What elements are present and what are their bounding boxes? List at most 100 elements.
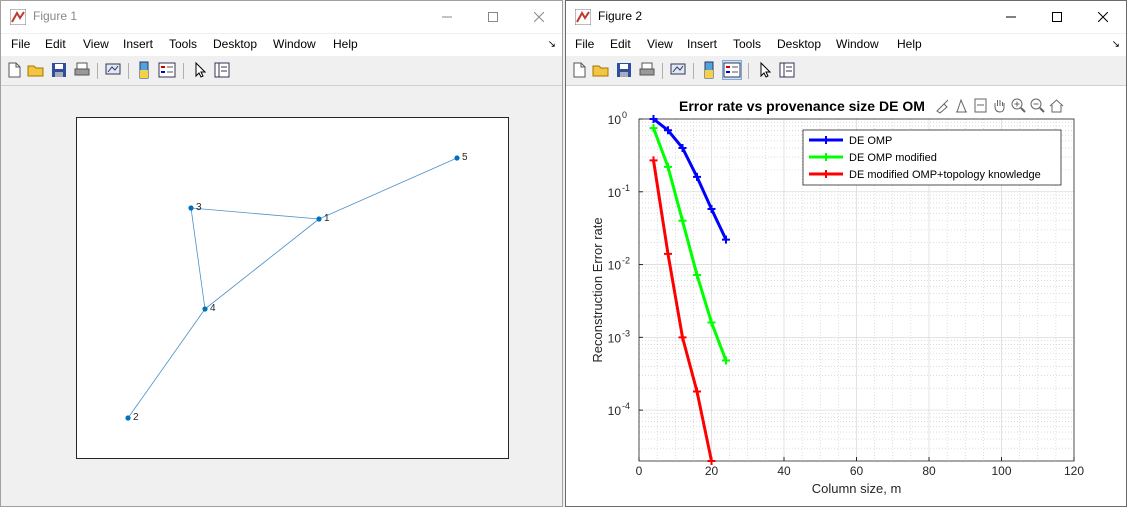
axes-toolbar bbox=[934, 97, 1065, 114]
y-tick-exponent: -2 bbox=[622, 256, 630, 266]
data-point bbox=[664, 126, 672, 135]
data-point bbox=[693, 387, 701, 396]
menu-window[interactable]: Window bbox=[273, 37, 316, 51]
property-inspector-icon[interactable] bbox=[213, 61, 231, 79]
link-plot-icon[interactable] bbox=[669, 61, 687, 79]
legend-marker bbox=[822, 170, 830, 178]
series-line bbox=[652, 117, 728, 241]
brush-icon[interactable] bbox=[934, 97, 951, 114]
data-point bbox=[693, 172, 701, 181]
y-tick-label: 10 bbox=[608, 259, 622, 273]
zoom-out-icon[interactable] bbox=[1029, 97, 1046, 114]
node-label: 5 bbox=[462, 152, 468, 163]
save-icon[interactable] bbox=[50, 61, 68, 79]
legend-marker bbox=[822, 153, 830, 161]
print-icon[interactable] bbox=[73, 61, 91, 79]
data-point bbox=[664, 162, 672, 171]
close-icon bbox=[534, 12, 544, 22]
node-label: 3 bbox=[196, 202, 202, 213]
matlab-figure-icon bbox=[10, 9, 26, 25]
menubar: File Edit View Insert Tools Desktop Wind… bbox=[566, 34, 1126, 56]
y-tick-label: 10 bbox=[608, 404, 622, 418]
close-button[interactable] bbox=[1080, 1, 1126, 33]
maximize-icon bbox=[1052, 12, 1062, 22]
menu-file[interactable]: File bbox=[575, 37, 595, 51]
zoom-in-icon[interactable] bbox=[1010, 97, 1027, 114]
graph-node bbox=[125, 415, 131, 421]
y-axis-label: Reconstruction Error rate bbox=[590, 217, 605, 362]
minimize-button[interactable] bbox=[424, 1, 470, 33]
print-icon[interactable] bbox=[638, 61, 656, 79]
figure2-canvas: 0 20 40 60 80 100 120 10 0 10 -1 10 -2 10 -3 10 -4 Column… bbox=[566, 86, 1126, 506]
close-button[interactable] bbox=[516, 1, 562, 33]
menu-edit[interactable]: Edit bbox=[610, 37, 631, 51]
legend-label: DE OMP modified bbox=[849, 152, 937, 164]
edit-icon[interactable] bbox=[972, 97, 989, 114]
legend-icon[interactable] bbox=[722, 60, 742, 80]
menu-tools[interactable]: Tools bbox=[169, 37, 198, 51]
menu-insert[interactable]: Insert bbox=[123, 37, 154, 51]
figure-toolbar bbox=[1, 57, 562, 86]
figure1-titlebar[interactable]: Figure 1 bbox=[1, 1, 562, 33]
x-tick-label: 100 bbox=[991, 464, 1011, 478]
graph-axes[interactable]: 1 2 3 4 5 bbox=[76, 117, 509, 459]
menu-tools[interactable]: Tools bbox=[733, 37, 762, 51]
pointer-icon[interactable] bbox=[191, 61, 209, 79]
menu-window[interactable]: Window bbox=[836, 37, 879, 51]
link-plot-icon[interactable] bbox=[104, 61, 122, 79]
graph-edge bbox=[127, 308, 206, 419]
menu-file[interactable]: File bbox=[11, 37, 31, 51]
data-point bbox=[678, 333, 687, 342]
menu-help[interactable]: Help bbox=[897, 37, 922, 51]
graph-edge bbox=[190, 207, 320, 220]
data-point bbox=[649, 124, 658, 133]
menu-overflow-icon[interactable]: ↘ bbox=[1111, 39, 1120, 50]
series-line bbox=[652, 127, 728, 362]
menu-desktop[interactable]: Desktop bbox=[213, 37, 258, 51]
menu-view[interactable]: View bbox=[647, 37, 673, 51]
figure2-titlebar[interactable]: Figure 2 bbox=[566, 1, 1126, 33]
data-point bbox=[664, 249, 672, 258]
x-tick-label: 0 bbox=[636, 464, 643, 478]
colorbar-icon[interactable] bbox=[700, 61, 718, 79]
legend-label: DE modified OMP+topology knowledge bbox=[849, 169, 1041, 181]
open-file-icon[interactable] bbox=[27, 61, 45, 79]
colorbar-icon[interactable] bbox=[135, 61, 153, 79]
data-point bbox=[707, 205, 716, 213]
minimize-icon bbox=[1006, 16, 1016, 18]
home-icon[interactable] bbox=[1048, 97, 1065, 114]
maximize-icon bbox=[488, 12, 498, 22]
open-file-icon[interactable] bbox=[592, 61, 610, 79]
legend-label: DE OMP bbox=[849, 135, 892, 147]
maximize-button[interactable] bbox=[1034, 1, 1080, 33]
data-point bbox=[678, 216, 687, 225]
graph-edge bbox=[190, 207, 206, 310]
new-figure-icon[interactable] bbox=[5, 61, 23, 79]
menu-overflow-icon[interactable]: ↘ bbox=[547, 39, 556, 50]
window-title: Figure 1 bbox=[33, 9, 78, 23]
new-figure-icon[interactable] bbox=[570, 61, 588, 79]
minimize-button[interactable] bbox=[988, 1, 1034, 33]
figure2-window[interactable]: Figure 2 File Edit View Insert Tools Des… bbox=[565, 0, 1127, 507]
legend-icon[interactable] bbox=[158, 61, 176, 79]
figure1-window[interactable]: Figure 1 File Edit View Insert Tools Des… bbox=[0, 0, 563, 507]
data-tips-icon[interactable] bbox=[953, 97, 970, 114]
save-icon[interactable] bbox=[615, 61, 633, 79]
menu-help[interactable]: Help bbox=[333, 37, 358, 51]
maximize-button[interactable] bbox=[470, 1, 516, 33]
graph-node bbox=[202, 306, 208, 312]
pointer-icon[interactable] bbox=[756, 61, 774, 79]
legend-marker bbox=[822, 136, 830, 144]
window-title: Figure 2 bbox=[598, 9, 643, 23]
graph-node bbox=[188, 205, 194, 211]
pan-icon[interactable] bbox=[991, 97, 1008, 114]
graph-node bbox=[454, 155, 460, 161]
x-tick-label: 60 bbox=[850, 464, 864, 478]
menu-desktop[interactable]: Desktop bbox=[777, 37, 822, 51]
menu-view[interactable]: View bbox=[83, 37, 109, 51]
y-tick-exponent: -1 bbox=[622, 183, 630, 193]
menu-edit[interactable]: Edit bbox=[45, 37, 66, 51]
menu-insert[interactable]: Insert bbox=[687, 37, 718, 51]
property-inspector-icon[interactable] bbox=[778, 61, 796, 79]
